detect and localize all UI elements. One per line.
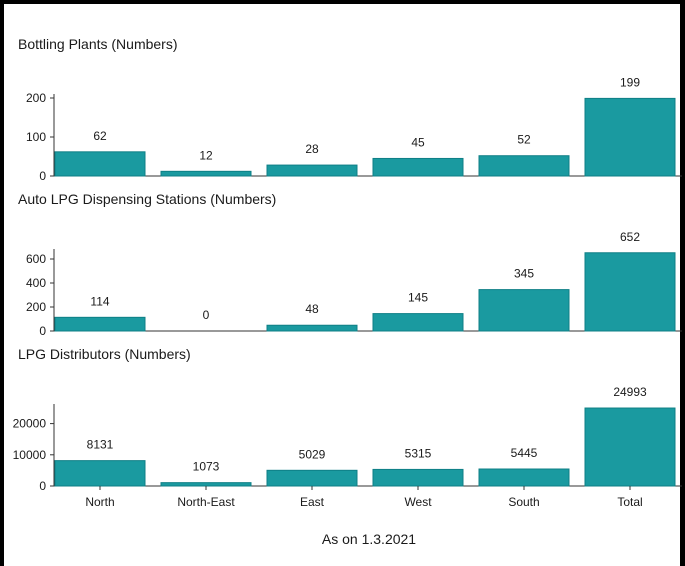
data-label: 24993 <box>613 385 647 399</box>
y-tick-label: 0 <box>39 479 46 493</box>
bar-east <box>266 164 358 177</box>
bar-north <box>54 151 146 177</box>
y-tick-label: 200 <box>26 91 46 105</box>
data-label: 48 <box>305 302 319 316</box>
y-tick-label: 20000 <box>13 417 47 431</box>
bar-south <box>478 155 570 177</box>
bar-west <box>372 157 464 177</box>
panel-title: Bottling Plants (Numbers) <box>18 36 178 52</box>
category-axis: North North-East East West South Total <box>85 486 643 509</box>
panel-title: Auto LPG Dispensing Stations (Numbers) <box>18 191 276 207</box>
y-tick-label: 600 <box>26 252 46 266</box>
bar-total <box>584 407 676 487</box>
bar-east <box>266 324 358 332</box>
y-tick-label: 0 <box>39 169 46 183</box>
data-label: 28 <box>305 142 319 156</box>
data-label: 8131 <box>87 438 114 452</box>
bar-north-east <box>160 170 252 177</box>
data-label: 45 <box>411 135 425 149</box>
y-tick-label: 10000 <box>13 448 47 462</box>
footer-note: As on 1.3.2021 <box>322 531 416 547</box>
data-label: 199 <box>620 75 640 89</box>
data-label: 5029 <box>299 447 326 461</box>
panel-bottling-plants: Bottling Plants (Numbers) 0 100 200 62 12 28 4… <box>18 36 682 183</box>
data-label: 114 <box>90 294 109 308</box>
data-label: 12 <box>199 148 213 162</box>
y-tick-label: 400 <box>26 276 46 290</box>
category-label: Total <box>617 495 642 509</box>
data-label: 1073 <box>193 460 220 474</box>
category-label: East <box>300 495 325 509</box>
bar-north <box>54 316 146 332</box>
data-label: 0 <box>203 308 210 322</box>
data-label: 145 <box>408 291 428 305</box>
category-label: North-East <box>177 495 235 509</box>
bar-south <box>478 468 570 487</box>
bar-east <box>266 469 358 487</box>
bar-north <box>54 460 146 487</box>
data-label: 62 <box>93 129 107 143</box>
data-label: 345 <box>514 267 534 281</box>
data-label: 652 <box>620 230 640 244</box>
bar-south <box>478 289 570 332</box>
bar-west <box>372 468 464 487</box>
data-label: 5315 <box>405 446 432 460</box>
y-tick-label: 200 <box>26 300 46 314</box>
bar-north-east <box>160 482 252 487</box>
bar-total <box>584 97 676 177</box>
y-tick-label: 0 <box>39 324 46 338</box>
panel-title: LPG Distributors (Numbers) <box>18 346 191 362</box>
y-tick-label: 100 <box>26 130 46 144</box>
panel-lpg-distributors: LPG Distributors (Numbers) 0 10000 20000 81… <box>13 346 682 493</box>
panel-auto-lpg-stations: Auto LPG Dispensing Stations (Numbers) 0… <box>18 191 682 338</box>
data-label: 5445 <box>511 446 538 460</box>
data-label: 52 <box>517 133 531 147</box>
category-label: South <box>508 495 539 509</box>
category-label: North <box>85 495 114 509</box>
bar-total <box>584 252 676 332</box>
category-label: West <box>404 495 432 509</box>
bar-west <box>372 313 464 332</box>
